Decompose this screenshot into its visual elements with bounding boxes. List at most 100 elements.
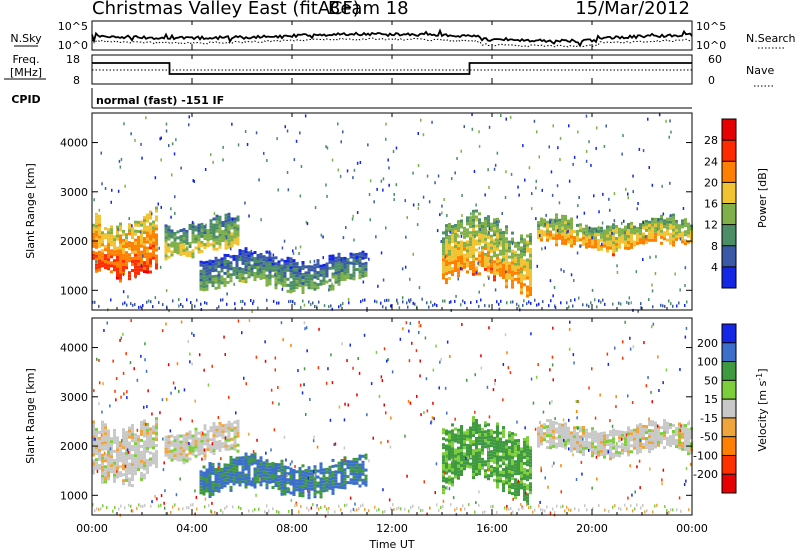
echo-cell xyxy=(460,440,463,443)
echo-cell xyxy=(496,435,499,438)
echo-cell xyxy=(567,436,570,439)
scatter-cell xyxy=(240,256,242,259)
ground-scatter-cell xyxy=(124,506,126,509)
echo-cell xyxy=(128,229,131,232)
echo-cell xyxy=(228,430,231,433)
echo-cell xyxy=(110,461,113,464)
echo-cell xyxy=(152,245,155,248)
echo-cell xyxy=(466,462,469,465)
ground-scatter-cell xyxy=(574,298,576,301)
echo-cell xyxy=(287,481,290,484)
echo-cell xyxy=(612,435,615,438)
echo-cell xyxy=(186,233,189,236)
echo-cell xyxy=(585,435,588,438)
echo-cell xyxy=(186,454,189,457)
echo-cell xyxy=(177,455,180,458)
echo-cell xyxy=(442,249,445,252)
scatter-cell xyxy=(557,146,559,149)
echo-cell xyxy=(579,429,582,432)
scatter-cell xyxy=(226,292,228,295)
echo-cell xyxy=(168,250,171,253)
echo-cell xyxy=(496,239,499,242)
scatter-cell xyxy=(353,239,355,242)
echo-cell xyxy=(648,435,651,438)
echo-cell xyxy=(149,440,152,443)
echo-cell xyxy=(107,463,110,466)
echo-cell xyxy=(484,469,487,472)
echo-cell xyxy=(341,263,344,266)
echo-cell xyxy=(119,256,122,259)
echo-cell xyxy=(122,254,125,257)
echo-cell xyxy=(451,435,454,438)
echo-cell xyxy=(216,236,219,239)
echo-cell xyxy=(233,467,236,470)
echo-cell xyxy=(278,263,281,266)
scatter-cell xyxy=(418,203,420,206)
echo-cell xyxy=(296,280,299,283)
echo-cell xyxy=(146,268,149,271)
scatter-cell xyxy=(118,190,120,193)
echo-cell xyxy=(165,254,168,257)
echo-cell xyxy=(287,257,290,260)
scatter-cell xyxy=(628,196,630,199)
echo-cell xyxy=(523,253,526,256)
ground-scatter-cell xyxy=(194,305,196,308)
echo-cell xyxy=(332,273,335,276)
echo-cell xyxy=(502,456,505,459)
echo-cell xyxy=(290,260,293,263)
echo-cell xyxy=(663,419,666,422)
echo-cell xyxy=(570,443,573,446)
echo-cell xyxy=(215,260,218,263)
scatter-cell xyxy=(272,401,274,404)
echo-cell xyxy=(299,281,302,284)
echo-cell xyxy=(278,266,281,269)
scatter-cell xyxy=(614,219,616,222)
echo-cell xyxy=(143,267,146,270)
echo-cell xyxy=(204,231,207,234)
echo-cell xyxy=(511,232,514,235)
echo-cell xyxy=(263,470,266,473)
echo-cell xyxy=(98,254,101,257)
echo-cell xyxy=(320,483,323,486)
scatter-cell xyxy=(591,367,593,370)
echo-cell xyxy=(687,434,690,437)
scatter-cell xyxy=(572,163,574,166)
echo-cell xyxy=(445,272,448,275)
echo-cell xyxy=(552,427,555,430)
echo-cell xyxy=(460,256,463,259)
echo-cell xyxy=(606,247,609,250)
echo-cell xyxy=(225,427,228,430)
echo-cell xyxy=(269,478,272,481)
echo-cell xyxy=(529,275,532,278)
echo-cell xyxy=(478,469,481,472)
echo-cell xyxy=(125,461,128,464)
echo-cell xyxy=(537,442,540,445)
echo-cell xyxy=(207,448,210,451)
echo-cell xyxy=(469,466,472,469)
scatter-cell xyxy=(541,247,543,250)
echo-cell xyxy=(299,467,302,470)
scatter-cell xyxy=(168,144,170,147)
echo-cell xyxy=(496,441,499,444)
scatter-cell xyxy=(123,290,125,293)
ground-scatter-cell xyxy=(150,505,152,508)
scatter-cell xyxy=(591,236,593,239)
echo-cell xyxy=(168,447,171,450)
echo-cell xyxy=(95,246,98,249)
echo-cell xyxy=(236,267,239,270)
scatter-cell xyxy=(202,432,204,435)
echo-cell xyxy=(454,461,457,464)
echo-cell xyxy=(663,237,666,240)
echo-cell xyxy=(317,259,320,262)
echo-cell xyxy=(481,261,484,264)
scatter-cell xyxy=(172,142,174,145)
echo-cell xyxy=(624,235,627,238)
ground-scatter-cell xyxy=(534,509,536,512)
echo-cell xyxy=(206,475,209,478)
echo-cell xyxy=(171,233,174,236)
echo-cell xyxy=(454,452,457,455)
echo-cell xyxy=(517,484,520,487)
echo-cell xyxy=(308,280,311,283)
echo-cell xyxy=(594,437,597,440)
echo-cell xyxy=(597,442,600,445)
